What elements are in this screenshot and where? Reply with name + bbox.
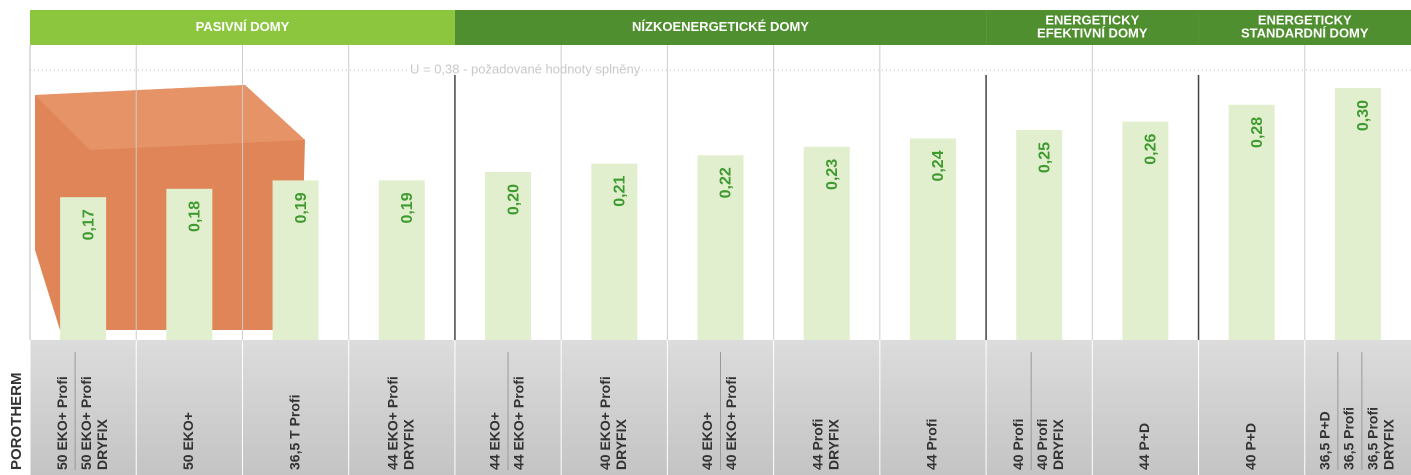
value-label: 0,17 <box>80 209 97 240</box>
category-label: 50 EKO+ Profi <box>54 376 70 470</box>
category-label: 36,5 Profi <box>1341 407 1357 470</box>
category-label: 40 EKO+ <box>699 412 715 470</box>
category-label: 44 P+D <box>1136 423 1152 470</box>
value-label: 0,22 <box>718 167 735 198</box>
category-label: DRYFIX <box>401 419 417 470</box>
group-title: EFEKTIVNÍ DOMY <box>1037 25 1148 40</box>
value-label: 0,18 <box>187 201 204 232</box>
side-label: POROTHERM <box>8 373 25 471</box>
chart: U = 0,38 - požadované hodnoty splněny PO… <box>0 0 1411 475</box>
category-label: 36,5 P+D <box>1317 411 1333 470</box>
annotation: U = 0,38 - požadované hodnoty splněny <box>410 61 641 76</box>
group-title: STANDARDNÍ DOMY <box>1241 25 1369 40</box>
category-label: DRYFIX <box>613 419 629 470</box>
category-label: 36,5 T Profi <box>286 395 302 470</box>
value-label: 0,19 <box>293 192 310 223</box>
category-label: DRYFIX <box>1050 419 1066 470</box>
category-label: 40 EKO+ Profi <box>597 376 613 470</box>
value-label: 0,21 <box>611 175 628 206</box>
category-label: 40 Profi <box>1034 419 1050 470</box>
category-label: 40 P+D <box>1242 423 1258 470</box>
category-label: DRYFIX <box>1381 419 1397 470</box>
category-label: 40 Profi <box>1010 419 1026 470</box>
category-label: 44 Profi <box>809 419 825 470</box>
value-label: 0,24 <box>930 150 947 181</box>
value-label: 0,28 <box>1249 117 1266 148</box>
category-label: 40 EKO+ Profi <box>723 376 739 470</box>
category-label: 44 Profi <box>924 419 940 470</box>
category-label: 44 EKO+ <box>487 412 503 470</box>
group-title: PASIVNÍ DOMY <box>196 19 290 34</box>
group-title: NÍZKOENERGETICKÉ DOMY <box>632 19 809 34</box>
value-label: 0,20 <box>505 184 522 215</box>
value-label: 0,26 <box>1143 133 1160 164</box>
category-label: DRYFIX <box>94 419 110 470</box>
category-label: 50 EKO+ Profi <box>78 376 94 470</box>
category-label: 44 EKO+ Profi <box>511 376 527 470</box>
value-label: 0,19 <box>399 192 416 223</box>
category-label: 36,5 Profi <box>1365 407 1381 470</box>
value-label: 0,25 <box>1036 142 1053 173</box>
category-label: 50 EKO+ <box>180 412 196 470</box>
value-label: 0,30 <box>1355 100 1372 131</box>
category-label: DRYFIX <box>825 419 841 470</box>
value-label: 0,23 <box>824 159 841 190</box>
category-label: 44 EKO+ Profi <box>385 376 401 470</box>
